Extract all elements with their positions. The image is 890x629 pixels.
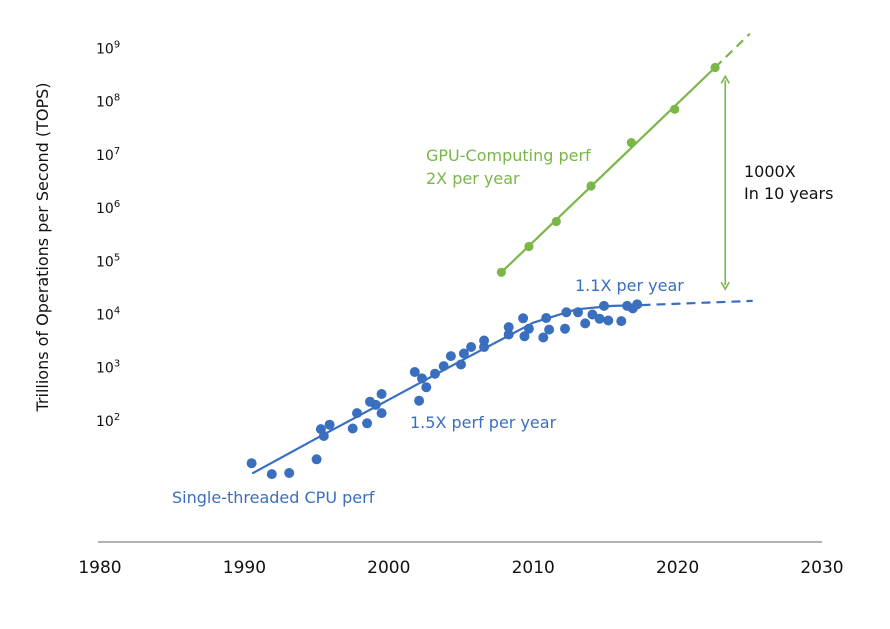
cpu-data-point: [544, 324, 555, 335]
cpu-data-point: [352, 408, 362, 419]
y-tick-base: 10: [96, 414, 114, 430]
gpu-label-line2: 2X per year: [426, 169, 520, 188]
cpu-data-point: [503, 322, 514, 333]
x-tick-label: 2010: [512, 558, 555, 578]
trend-lines: [252, 32, 753, 475]
gpu-data-point: [496, 267, 506, 277]
cpu-data-point: [616, 316, 627, 327]
cpu-data-point: [430, 368, 440, 379]
trend-line-cpu: [252, 304, 643, 475]
gpu-data-point: [551, 216, 561, 227]
chart-marks: [246, 62, 720, 480]
y-tick-base: 10: [96, 148, 114, 164]
cpu-data-point: [573, 307, 583, 318]
gap-label-line2: In 10 years: [744, 184, 833, 203]
cpu-data-point: [266, 469, 277, 480]
trend-line-gpu: [500, 66, 717, 274]
gpu-data-point: [524, 241, 534, 252]
x-tick-label: 1990: [223, 558, 266, 578]
x-tick-label: 2030: [800, 558, 843, 578]
y-tick-base: 10: [96, 308, 114, 324]
cpu-data-point: [561, 307, 572, 318]
cpu-data-point: [518, 313, 529, 324]
cpu-data-point: [409, 367, 420, 377]
chart-annotations: GPU-Computing perf 2X per year Single-thre…: [172, 74, 833, 507]
cpu-data-point: [599, 300, 609, 311]
gap-arrow-head-bottom: [720, 281, 730, 291]
cpu-data-point: [347, 423, 358, 434]
cpu-rate-early-label: 1.5X perf per year: [410, 413, 557, 432]
cpu-data-point: [421, 382, 432, 393]
cpu-data-point: [594, 313, 605, 324]
cpu-data-point: [311, 454, 322, 465]
cpu-data-point: [318, 431, 329, 441]
cpu-data-point: [503, 329, 514, 340]
cpu-data-point: [438, 361, 449, 372]
y-tick-base: 10: [96, 254, 114, 270]
cpu-data-point: [560, 323, 570, 334]
cpu-data-point: [479, 342, 490, 352]
y-tick-exponent: 2: [114, 412, 120, 423]
projection-line-cpu: [641, 299, 753, 307]
gpu-label-line1: GPU-Computing perf: [426, 146, 591, 165]
gpu-data-point: [586, 181, 596, 191]
cpu-data-point: [580, 318, 591, 329]
cpu-data-point: [456, 359, 466, 370]
cpu-data-point: [376, 408, 387, 419]
cpu-data-point: [324, 419, 335, 430]
cpu-data-point: [414, 395, 425, 406]
y-tick-base: 10: [96, 95, 114, 111]
y-tick-exponent: 9: [114, 40, 120, 51]
y-tick-exponent: 8: [114, 93, 120, 104]
y-tick-exponent: 5: [114, 252, 120, 263]
cpu-data-point: [523, 323, 534, 334]
cpu-data-point: [370, 399, 381, 410]
cpu-data-point: [519, 331, 530, 342]
cpu-data-point: [246, 458, 257, 469]
cpu-data-point: [541, 313, 552, 323]
y-tick-base: 10: [96, 201, 114, 217]
projection-line-gpu: [714, 32, 751, 69]
cpu-data-point: [538, 332, 549, 343]
chart-axes: 1980 1990 2000 2010 2020 20301091081071061051…: [33, 40, 844, 579]
y-tick-exponent: 6: [114, 199, 120, 210]
cpu-data-point: [362, 418, 373, 429]
gpu-data-point: [710, 62, 720, 73]
cpu-data-point: [587, 309, 598, 320]
cpu-data-point: [458, 348, 469, 359]
y-tick-exponent: 7: [114, 146, 120, 157]
cpu-data-point: [632, 299, 643, 310]
cpu-data-point: [376, 389, 387, 399]
y-tick-base: 10: [96, 42, 114, 58]
gap-arrow-head-top: [720, 74, 730, 84]
y-tick-label: 104: [96, 306, 120, 324]
x-tick-label: 2020: [656, 558, 699, 578]
x-tick-label: 2000: [367, 558, 410, 578]
x-tick-label: 1980: [78, 558, 121, 578]
cpu-label: Single-threaded CPU perf: [172, 488, 375, 507]
y-tick-label: 106: [96, 199, 120, 217]
cpu-data-point: [466, 342, 477, 352]
y-tick-label: 103: [96, 359, 120, 377]
gap-label-line1: 1000X: [744, 162, 796, 181]
y-tick-exponent: 4: [114, 306, 120, 317]
y-tick-label: 109: [96, 40, 120, 58]
y-tick-base: 10: [96, 361, 114, 377]
y-tick-label: 108: [96, 93, 120, 111]
cpu-data-point: [417, 373, 427, 384]
cpu-data-point: [603, 315, 614, 326]
y-tick-label: 107: [96, 146, 120, 164]
y-tick-exponent: 3: [114, 359, 120, 370]
gpu-data-point: [626, 138, 637, 148]
y-axis-title: Trillions of Operations per Second (TOPS…: [33, 83, 52, 413]
cpu-rate-late-label: 1.1X per year: [575, 276, 684, 295]
cpu-data-point: [445, 351, 456, 362]
cpu-data-point: [284, 468, 295, 478]
y-tick-label: 105: [96, 252, 120, 270]
y-tick-label: 102: [96, 412, 120, 430]
gpu-data-point: [670, 104, 680, 114]
